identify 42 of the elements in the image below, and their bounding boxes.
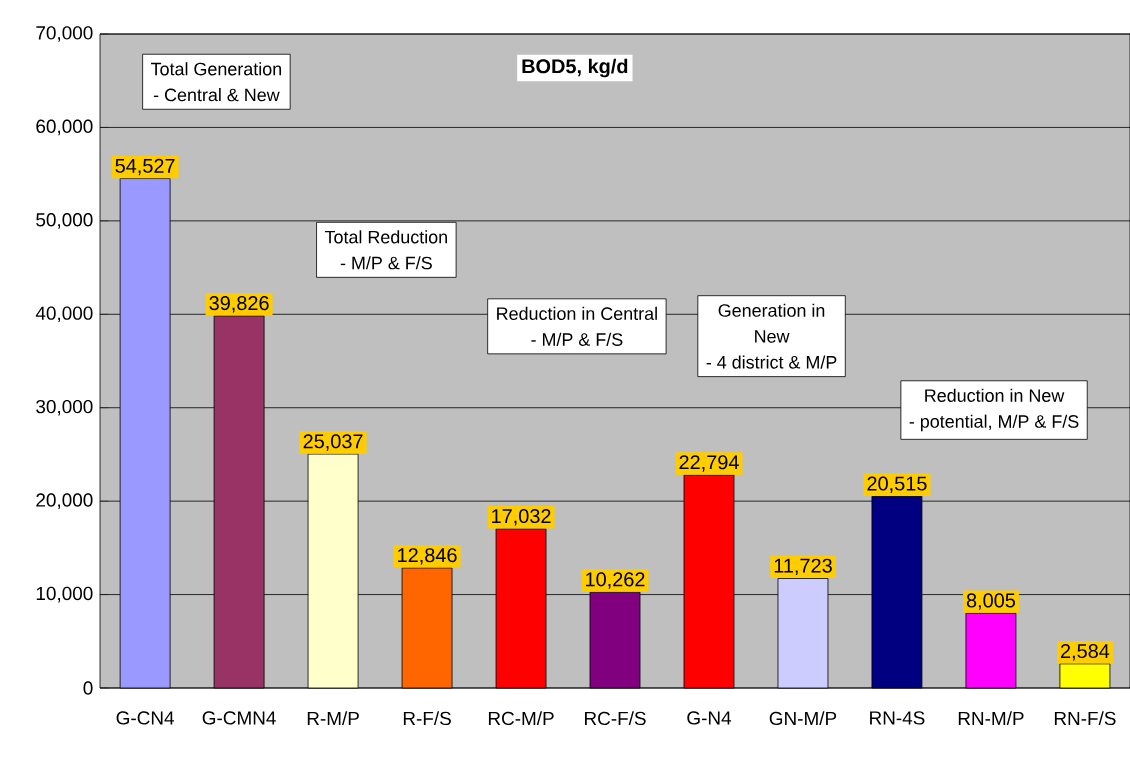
x-tick-label: GN-M/P (769, 711, 837, 726)
data-label: 25,037 (303, 434, 363, 451)
y-tick-label: 20,000 (36, 493, 93, 509)
x-tick-label: RC-M/P (488, 711, 554, 726)
y-tick-label: 60,000 (36, 119, 93, 136)
data-label: 11,723 (774, 558, 832, 576)
x-tick-label: G-CMN4 (202, 711, 276, 725)
annotation: Generation in (718, 303, 825, 317)
annotation: Total Generation (151, 62, 282, 76)
x-tick-label: G-CN4 (116, 711, 174, 725)
y-tick-label: 0 (83, 681, 93, 695)
data-label: 10,262 (586, 572, 645, 589)
x-tick-label: R-M/P (307, 711, 359, 726)
annotation: Reduction in New (925, 388, 1065, 402)
data-label: 17,032 (492, 509, 551, 526)
y-tick-label: 50,000 (36, 213, 93, 229)
annotation: - Central & New (153, 88, 280, 102)
annotation: - potential, M/P & F/S (909, 414, 1079, 432)
annotation: New (755, 330, 790, 343)
x-tick-label: RN-4S (870, 711, 925, 725)
data-label: 8,005 (966, 593, 1016, 610)
x-tick-label: G-N4 (687, 711, 732, 725)
y-tick-label: 40,000 (35, 306, 93, 323)
annotation: - 4 district & M/P (706, 355, 837, 369)
annotation: Reduction in Central (497, 306, 657, 320)
data-label: 2,584 (1060, 644, 1110, 661)
annotation: - M/P & F/S (340, 256, 432, 270)
x-tick-label: RC-F/S (585, 711, 646, 726)
x-tick-label: R-F/S (403, 711, 451, 726)
y-tick-label: 10,000 (36, 586, 93, 603)
data-label: 22,794 (679, 455, 739, 472)
annotation: - M/P & F/S (531, 332, 623, 346)
x-tick-label: RN-F/S (1054, 711, 1116, 726)
data-label: 54,527 (115, 158, 175, 176)
data-label: 20,515 (867, 476, 927, 493)
annotation: Total Reduction (324, 230, 447, 244)
x-tick-label: RN-M/P (958, 711, 1024, 726)
data-label: 12,846 (398, 548, 457, 565)
y-tick-label: 30,000 (36, 399, 93, 416)
y-tick-label: 70,000 (36, 26, 93, 42)
data-label: 39,826 (209, 296, 269, 313)
text: BOD5, kg/d (522, 58, 628, 78)
